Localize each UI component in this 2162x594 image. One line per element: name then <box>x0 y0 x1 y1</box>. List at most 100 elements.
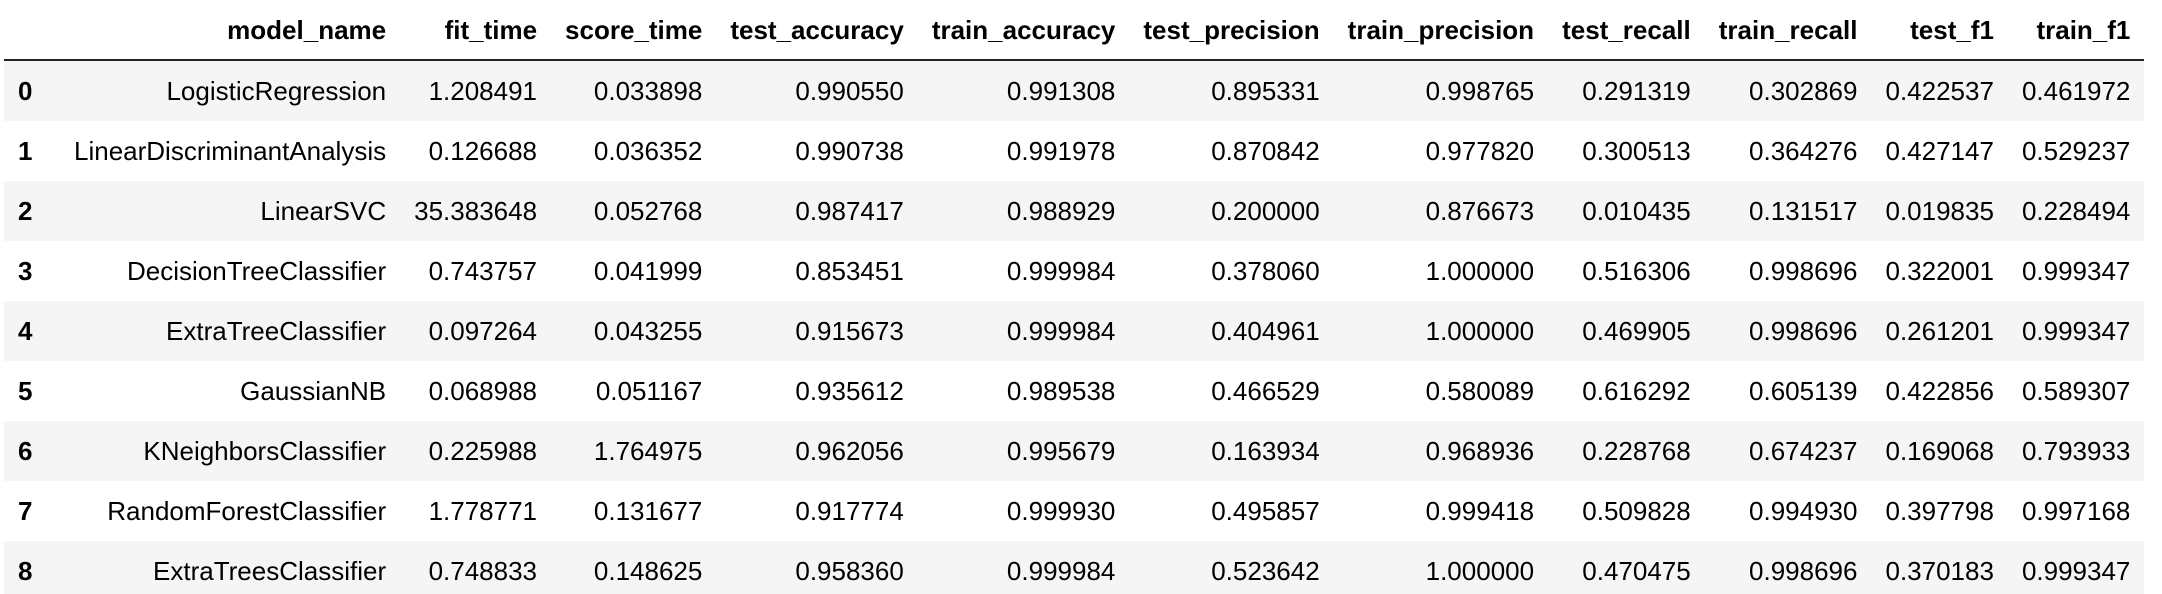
cell-test-f1: 0.370183 <box>1885 556 1994 586</box>
results-table: model_name fit_time score_time test_accurac… <box>4 0 2145 594</box>
cell-train-f1: 0.999347 <box>2021 556 2131 586</box>
cell-train-recall: 0.994930 <box>1749 496 1858 526</box>
table-row: 8 ExtraTreesClassifier 0.748833 0.148625 0.9… <box>4 541 2145 594</box>
cell-test-f1: 0.397798 <box>1885 496 1994 526</box>
cell-score-time: 0.051167 <box>595 376 703 406</box>
cell-score-time: 0.033898 <box>593 76 703 106</box>
column-header-train-precision: train_precision <box>1333 0 1549 61</box>
cell-test-recall: 0.291319 <box>1582 76 1691 106</box>
cell-fit-time: 1.778771 <box>428 496 538 526</box>
cell-train-f1: 0.999347 <box>2021 256 2131 286</box>
cell-train-precision: 1.000000 <box>1425 316 1535 346</box>
cell-test-recall: 0.010435 <box>1582 196 1691 226</box>
table-row: 7 RandomForestClassifier 1.778771 0.131677 0… <box>4 481 2145 541</box>
cell-test-recall: 0.470475 <box>1582 556 1691 586</box>
cell-train-precision: 0.998765 <box>1425 76 1535 106</box>
column-header-train-recall: train_recall <box>1704 0 1872 61</box>
cell-train-accuracy: 0.999984 <box>1006 316 1116 346</box>
column-header-model-name: model_name <box>60 0 401 61</box>
row-index: 5 <box>18 376 33 406</box>
cell-train-accuracy: 0.991978 <box>1006 136 1116 166</box>
cell-model-name: KNeighborsClassifier <box>143 436 387 466</box>
cell-model-name: ExtraTreesClassifier <box>153 556 387 586</box>
cell-fit-time: 1.208491 <box>428 76 538 106</box>
column-header-test-accuracy: test_accuracy <box>716 0 918 61</box>
cell-train-accuracy: 0.999930 <box>1006 496 1116 526</box>
cell-test-f1: 0.169068 <box>1885 436 1994 466</box>
cell-score-time: 0.036352 <box>593 136 703 166</box>
cell-test-f1: 0.422856 <box>1885 376 1994 406</box>
cell-model-name: GaussianNB <box>240 376 387 406</box>
table-body: 0 LogisticRegression 1.208491 0.033898 0.990… <box>4 60 2145 594</box>
cell-train-f1: 0.997168 <box>2021 496 2131 526</box>
cell-model-name: DecisionTreeClassifier <box>127 256 387 286</box>
cell-model-name: LinearDiscriminantAnalysis <box>74 136 387 166</box>
table-row: 5 GaussianNB 0.068988 0.051167 0.935612 0.989… <box>4 361 2145 421</box>
cell-test-f1: 0.422537 <box>1885 76 1994 106</box>
cell-train-recall: 0.605139 <box>1749 376 1858 406</box>
table-row: 2 LinearSVC 35.383648 0.052768 0.987417 0.988… <box>4 181 2145 241</box>
cell-train-precision: 0.580089 <box>1425 376 1535 406</box>
cell-train-precision: 1.000000 <box>1425 556 1535 586</box>
cell-test-accuracy: 0.962056 <box>795 436 904 466</box>
cell-train-recall: 0.302869 <box>1749 76 1858 106</box>
cell-test-accuracy: 0.987417 <box>795 196 904 226</box>
cell-test-recall: 0.228768 <box>1582 436 1691 466</box>
row-index: 7 <box>18 496 33 526</box>
cell-train-recall: 0.998696 <box>1749 316 1858 346</box>
cell-fit-time: 0.068988 <box>428 376 538 406</box>
cell-test-accuracy: 0.915673 <box>795 316 904 346</box>
row-index: 1 <box>18 136 33 166</box>
cell-test-f1: 0.427147 <box>1885 136 1994 166</box>
row-index: 4 <box>18 316 33 346</box>
table-row: 0 LogisticRegression 1.208491 0.033898 0.990… <box>4 60 2145 121</box>
column-header-test-f1: test_f1 <box>1871 0 2008 61</box>
column-header-fit-time: fit_time <box>400 0 552 61</box>
column-header-test-recall: test_recall <box>1548 0 1705 61</box>
cell-train-f1: 0.793933 <box>2021 436 2131 466</box>
cell-model-name: LinearSVC <box>260 196 387 226</box>
row-index: 6 <box>18 436 33 466</box>
cell-test-recall: 0.516306 <box>1582 256 1691 286</box>
table-row: 4 ExtraTreeClassifier 0.097264 0.043255 0.91… <box>4 301 2145 361</box>
cell-test-accuracy: 0.853451 <box>795 256 904 286</box>
cell-fit-time: 0.126688 <box>428 136 538 166</box>
cell-score-time: 0.041999 <box>593 256 703 286</box>
cell-score-time: 0.148625 <box>593 556 703 586</box>
table-row: 1 LinearDiscriminantAnalysis 0.126688 0.036… <box>4 121 2145 181</box>
column-header-train-accuracy: train_accuracy <box>917 0 1130 61</box>
cell-test-recall: 0.616292 <box>1582 376 1691 406</box>
row-index: 8 <box>18 556 33 586</box>
table-row: 6 KNeighborsClassifier 0.225988 1.764975 0.9… <box>4 421 2145 481</box>
cell-test-recall: 0.300513 <box>1582 136 1691 166</box>
cell-train-recall: 0.998696 <box>1749 556 1858 586</box>
cell-test-precision: 0.523642 <box>1211 556 1320 586</box>
row-index: 2 <box>18 196 33 226</box>
cell-train-recall: 0.674237 <box>1749 436 1858 466</box>
cell-train-f1: 0.529237 <box>2021 136 2131 166</box>
cell-train-recall: 0.998696 <box>1749 256 1858 286</box>
cell-fit-time: 0.225988 <box>428 436 538 466</box>
cell-test-accuracy: 0.958360 <box>795 556 904 586</box>
cell-test-recall: 0.509828 <box>1582 496 1691 526</box>
column-header-score-time: score_time <box>551 0 717 61</box>
cell-score-time: 1.764975 <box>593 436 703 466</box>
cell-test-f1: 0.261201 <box>1885 316 1994 346</box>
cell-train-f1: 0.999347 <box>2021 316 2131 346</box>
cell-score-time: 0.043255 <box>593 316 703 346</box>
cell-fit-time: 0.097264 <box>428 316 538 346</box>
cell-train-f1: 0.228494 <box>2021 196 2131 226</box>
cell-train-precision: 0.876673 <box>1425 196 1535 226</box>
cell-train-precision: 1.000000 <box>1425 256 1535 286</box>
cell-score-time: 0.052768 <box>593 196 703 226</box>
cell-train-accuracy: 0.995679 <box>1006 436 1116 466</box>
cell-score-time: 0.131677 <box>593 496 703 526</box>
table-row: 3 DecisionTreeClassifier 0.743757 0.041999 0… <box>4 241 2145 301</box>
cell-train-accuracy: 0.989538 <box>1006 376 1116 406</box>
cell-model-name: ExtraTreeClassifier <box>166 316 387 346</box>
cell-train-accuracy: 0.999984 <box>1006 256 1116 286</box>
cell-test-accuracy: 0.935612 <box>795 376 904 406</box>
cell-train-recall: 0.364276 <box>1749 136 1858 166</box>
cell-train-accuracy: 0.991308 <box>1006 76 1116 106</box>
